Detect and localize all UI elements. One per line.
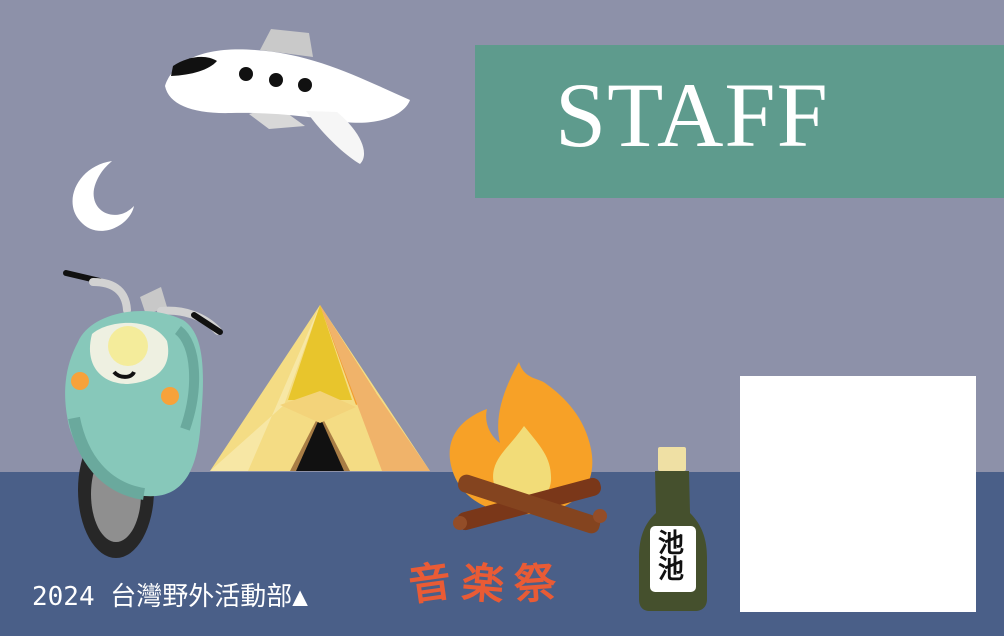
- staff-title: STAFF: [555, 64, 829, 166]
- moon-icon: [72, 161, 134, 231]
- staff-banner: STAFF: [475, 45, 1004, 198]
- logo-char-1: 音: [405, 556, 453, 611]
- logo-char-3: 祭: [512, 557, 556, 610]
- bottle-label: 池池: [657, 529, 684, 585]
- bottle-icon: [639, 447, 707, 611]
- scooter-icon: [63, 270, 223, 558]
- photo-placeholder: [740, 376, 976, 612]
- logo-char-2: 楽: [459, 557, 504, 610]
- campfire-icon: [449, 362, 607, 534]
- tent-icon: [210, 305, 430, 471]
- festival-logo: 音 楽 祭: [405, 556, 556, 611]
- airplane-icon: [165, 29, 410, 164]
- footer-text: 2024 台灣野外活動部▲: [32, 582, 308, 612]
